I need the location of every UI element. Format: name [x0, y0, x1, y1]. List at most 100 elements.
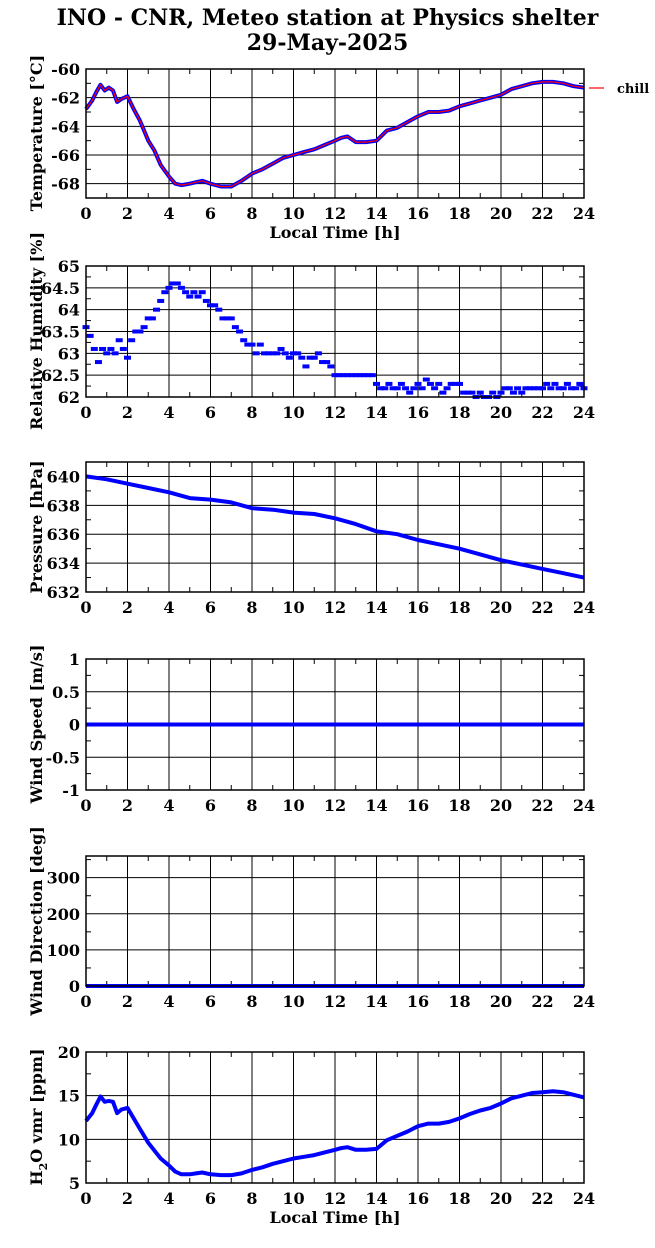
humidity-point — [186, 294, 194, 299]
x-tick-label: 20 — [490, 204, 512, 223]
humidity-point — [211, 303, 219, 308]
plot-frame — [85, 265, 585, 398]
humidity-point — [111, 351, 119, 356]
x-tick-label: 4 — [163, 1189, 174, 1208]
humidity-point — [377, 386, 385, 391]
humidity-point — [323, 360, 331, 365]
humidity-point — [539, 386, 546, 391]
x-tick-label: 10 — [282, 796, 304, 815]
x-tick-label: 22 — [531, 598, 553, 617]
humidity-point — [543, 381, 551, 386]
y-tick-label: 300 — [47, 869, 80, 888]
humidity-point — [290, 351, 297, 356]
humidity-point — [240, 338, 248, 343]
humidity-point — [165, 285, 173, 290]
humidity-point — [161, 290, 169, 295]
humidity-point — [443, 386, 451, 391]
x-tick-label: 10 — [282, 1189, 304, 1208]
humidity-point — [177, 285, 185, 290]
humidity-point — [90, 346, 98, 351]
y-tick-label: -0.5 — [46, 748, 80, 767]
x-tick-label: 6 — [205, 992, 216, 1011]
x-tick-label: 22 — [531, 796, 553, 815]
x-tick-label: 6 — [205, 796, 216, 815]
y-tick-label: 64 — [58, 301, 80, 320]
humidity-point — [202, 298, 210, 303]
humidity-point — [231, 325, 239, 330]
humidity-point — [260, 351, 268, 356]
humidity-point — [456, 381, 463, 386]
plot-frame — [85, 658, 585, 791]
humidity-point — [335, 373, 343, 378]
humidity-point — [190, 290, 198, 295]
humidity-point — [256, 342, 264, 347]
humidity-point — [414, 381, 422, 386]
humidity-point — [281, 351, 289, 356]
x-tick-label: 0 — [80, 1189, 91, 1208]
y-tick-label: 62 — [58, 388, 80, 407]
chart-title-line1: INO - CNR, Meteo station at Physics shel… — [56, 5, 599, 31]
humidity-point — [248, 342, 256, 347]
humidity-point — [530, 386, 538, 391]
x-tick-label: 18 — [448, 204, 470, 223]
y-tick-label: 64.5 — [41, 279, 80, 298]
humidity-point — [501, 386, 509, 391]
x-tick-label: 24 — [573, 403, 595, 422]
humidity-point — [439, 390, 447, 395]
humidity-point — [522, 386, 530, 391]
humidity-point — [319, 360, 327, 365]
x-tick-label: 8 — [246, 403, 257, 422]
humidity-point — [223, 316, 231, 321]
legend-chill-label: chill — [617, 82, 649, 97]
humidity-point — [385, 381, 393, 386]
humidity-point — [348, 373, 356, 378]
y-tick-label: -1 — [62, 781, 80, 800]
humidity-point — [215, 307, 223, 312]
x-tick-label: 24 — [573, 204, 595, 223]
y-tick-label: -60 — [51, 60, 80, 79]
x-tick-label: 20 — [490, 1189, 512, 1208]
humidity-point — [194, 294, 202, 299]
y-tick-label: -66 — [51, 146, 80, 165]
humidity-point — [198, 290, 206, 295]
y-tick-label: 1 — [69, 650, 80, 669]
x-tick-label: 8 — [246, 1189, 257, 1208]
plot-frame — [85, 68, 585, 199]
humidity-point — [551, 381, 559, 386]
humidity-point — [103, 351, 111, 356]
humidity-point — [144, 316, 152, 321]
y-tick-label: 636 — [47, 525, 80, 544]
x-tick-label: 2 — [122, 403, 133, 422]
y-axis-label-sub: 2 — [37, 1163, 50, 1171]
y-axis-label: Relative Humidity [%] — [27, 232, 46, 430]
humidity-point — [497, 390, 505, 395]
humidity-point — [518, 390, 526, 395]
humidity-point — [327, 364, 335, 369]
y-tick-label: 20 — [58, 1043, 80, 1062]
x-tick-label: 2 — [122, 796, 133, 815]
x-tick-label: 0 — [80, 204, 91, 223]
y-tick-label: 634 — [47, 554, 80, 573]
x-tick-label: 22 — [531, 204, 553, 223]
humidity-point — [460, 390, 468, 395]
x-tick-label: 18 — [448, 992, 470, 1011]
humidity-point — [397, 381, 405, 386]
x-tick-label: 12 — [324, 796, 346, 815]
humidity-point — [269, 351, 277, 356]
x-tick-label: 8 — [246, 204, 257, 223]
humidity-point — [227, 316, 235, 321]
humidity-point — [451, 381, 459, 386]
x-tick-label: 24 — [573, 992, 595, 1011]
humidity-point — [236, 329, 244, 334]
x-tick-label: 12 — [324, 403, 346, 422]
humidity-point — [360, 373, 368, 378]
x-tick-label: 14 — [365, 796, 387, 815]
plot-frame — [85, 1051, 585, 1184]
humidity-point — [364, 373, 372, 378]
humidity-point — [514, 386, 522, 391]
humidity-point — [435, 381, 443, 386]
x-tick-label: 12 — [324, 204, 346, 223]
humidity-point — [426, 381, 434, 386]
x-tick-label: 10 — [282, 598, 304, 617]
